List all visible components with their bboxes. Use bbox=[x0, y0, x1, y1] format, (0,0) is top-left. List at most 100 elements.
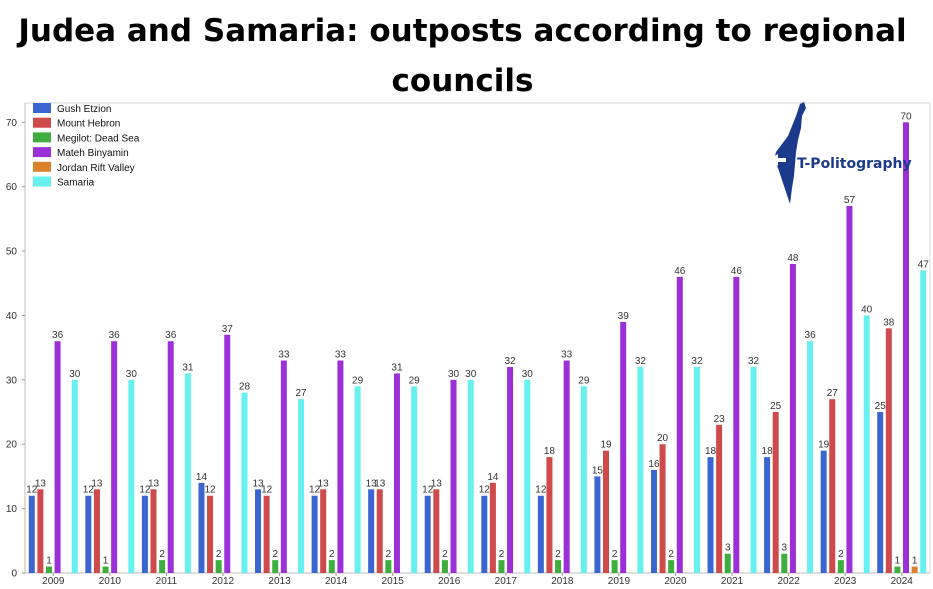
bar bbox=[903, 122, 910, 574]
data-label: 1 bbox=[912, 556, 918, 567]
data-label: 13 bbox=[91, 478, 103, 489]
bar bbox=[481, 495, 488, 573]
data-label: 27 bbox=[827, 388, 839, 399]
data-label: 48 bbox=[787, 253, 799, 264]
data-label: 25 bbox=[770, 401, 782, 412]
bar bbox=[611, 560, 618, 573]
legend-swatch bbox=[33, 147, 51, 158]
legend-swatch bbox=[33, 132, 51, 143]
y-tick-label: 40 bbox=[6, 311, 18, 322]
bar bbox=[215, 560, 222, 573]
bar bbox=[524, 379, 531, 573]
bar bbox=[272, 560, 279, 573]
data-label: 30 bbox=[522, 369, 534, 380]
logo-text: T-Politography bbox=[797, 156, 912, 172]
bar bbox=[885, 328, 892, 573]
data-label: 38 bbox=[883, 317, 895, 328]
x-tick-label: 2014 bbox=[325, 576, 348, 587]
bar bbox=[441, 560, 448, 573]
x-tick-label: 2018 bbox=[551, 576, 574, 587]
data-label: 31 bbox=[182, 362, 194, 373]
bar bbox=[102, 566, 109, 573]
bar bbox=[320, 489, 327, 573]
bar bbox=[184, 373, 191, 573]
data-label: 2 bbox=[216, 549, 222, 560]
bar bbox=[207, 495, 214, 573]
x-tick-label: 2015 bbox=[382, 576, 405, 587]
x-tick-label: 2021 bbox=[721, 576, 744, 587]
bar bbox=[37, 489, 44, 573]
data-label: 37 bbox=[222, 324, 234, 335]
y-tick-label: 60 bbox=[6, 182, 18, 193]
bar bbox=[311, 495, 318, 573]
legend-swatch bbox=[33, 103, 51, 113]
bar bbox=[846, 206, 853, 573]
data-label: 18 bbox=[544, 446, 556, 457]
bar bbox=[498, 560, 505, 573]
data-label: 13 bbox=[374, 478, 386, 489]
data-label: 2 bbox=[272, 549, 278, 560]
data-label: 12 bbox=[205, 485, 217, 496]
data-label: 30 bbox=[126, 369, 138, 380]
x-tick-label: 2020 bbox=[664, 576, 687, 587]
data-label: 30 bbox=[69, 369, 81, 380]
bar bbox=[298, 399, 305, 573]
bar bbox=[863, 315, 870, 573]
data-label: 23 bbox=[714, 414, 726, 425]
y-tick-label: 70 bbox=[6, 118, 18, 129]
x-tick-label: 2019 bbox=[608, 576, 631, 587]
bar bbox=[707, 457, 714, 573]
bar bbox=[224, 334, 231, 573]
data-label: 29 bbox=[578, 375, 590, 386]
bar bbox=[829, 399, 836, 573]
x-tick-label: 2011 bbox=[156, 576, 178, 587]
data-label: 32 bbox=[748, 356, 760, 367]
data-label: 12 bbox=[479, 485, 491, 496]
bar bbox=[563, 360, 570, 573]
data-label: 2 bbox=[668, 549, 674, 560]
bar bbox=[620, 321, 627, 573]
legend-label: Mount Hebron bbox=[57, 119, 120, 130]
data-label: 13 bbox=[35, 478, 47, 489]
bar bbox=[580, 386, 587, 573]
bar bbox=[537, 495, 544, 573]
bar bbox=[368, 489, 375, 573]
data-label: 36 bbox=[805, 330, 817, 341]
legend-label: Samaria bbox=[57, 178, 95, 189]
data-label: 18 bbox=[762, 446, 774, 457]
x-tick-label: 2023 bbox=[834, 576, 857, 587]
data-label: 2 bbox=[555, 549, 561, 560]
legend-label: Megilot: Dead Sea bbox=[57, 133, 140, 144]
logo-dot bbox=[778, 158, 782, 162]
legend-swatch bbox=[33, 117, 51, 128]
bar bbox=[820, 450, 827, 573]
data-label: 46 bbox=[674, 266, 686, 277]
y-tick-label: 20 bbox=[6, 440, 18, 451]
bar bbox=[255, 489, 262, 573]
bar bbox=[668, 560, 675, 573]
bar bbox=[28, 495, 35, 573]
bar bbox=[280, 360, 287, 573]
bar bbox=[433, 489, 440, 573]
bar bbox=[167, 341, 174, 573]
bar bbox=[772, 412, 779, 573]
bar bbox=[263, 495, 270, 573]
bar bbox=[489, 482, 496, 573]
data-label: 12 bbox=[83, 485, 95, 496]
logo-arrow-left bbox=[768, 154, 786, 166]
data-label: 3 bbox=[725, 543, 731, 554]
data-label: 13 bbox=[252, 478, 264, 489]
x-tick-label: 2012 bbox=[212, 576, 235, 587]
legend-swatch bbox=[33, 161, 51, 172]
x-tick-label: 2013 bbox=[268, 576, 291, 587]
bar bbox=[894, 566, 901, 573]
bar bbox=[659, 444, 666, 573]
data-label: 30 bbox=[465, 369, 477, 380]
bar bbox=[467, 379, 474, 573]
data-label: 3 bbox=[782, 543, 788, 554]
bar bbox=[376, 489, 383, 573]
bar bbox=[733, 276, 740, 573]
bar bbox=[546, 457, 553, 573]
data-label: 36 bbox=[109, 330, 121, 341]
data-label: 30 bbox=[448, 369, 460, 380]
